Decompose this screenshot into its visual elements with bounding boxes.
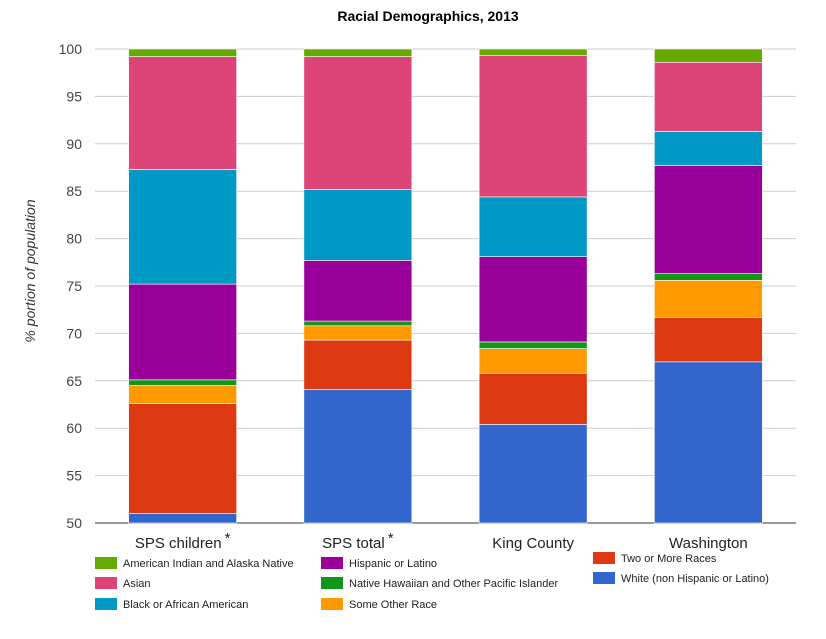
x-category-name: SPS children — [135, 535, 222, 552]
bar-segment-sps-total-black-or-african-american — [303, 189, 413, 261]
bar-segment-king-county-american-indian-and-alaska-native — [478, 48, 588, 56]
legend-label-hispanic-or-latino: Hispanic or Latino — [349, 558, 437, 570]
legend-label-black-or-african-american: Black or African American — [123, 599, 248, 611]
y-tick-label: 75 — [66, 278, 82, 294]
bar-stack-king-county — [478, 48, 588, 524]
bar-segment-sps-total-native-hawaiian-and-other-pacific-islander — [303, 320, 413, 327]
x-category-asterisk: * — [225, 530, 231, 547]
legend-label-some-other-race: Some Other Race — [349, 599, 437, 611]
bar-segment-washington-hispanic-or-latino — [654, 165, 763, 274]
x-category-label: SPS children * — [135, 530, 231, 552]
legend: American Indian and Alaska Native Asian Bl… — [95, 552, 769, 611]
bar-segment-washington-native-hawaiian-and-other-pacific-islander — [654, 273, 763, 281]
bar-segment-king-county-asian — [478, 55, 588, 198]
y-tick-label: 80 — [66, 231, 82, 247]
y-tick-label: 55 — [66, 468, 82, 484]
bar-segment-sps-children-american-indian-and-alaska-native — [128, 48, 237, 57]
bars — [128, 48, 763, 524]
bar-segment-washington-some-other-race — [654, 280, 763, 318]
legend-label-native-hawaiian-and-other-pacific-islander: Native Hawaiian and Other Pacific Island… — [349, 578, 558, 590]
legend-label-two-or-more-races: Two or More Races — [621, 553, 717, 565]
y-tick-label: 60 — [66, 420, 82, 436]
bar-segment-sps-children-hispanic-or-latino — [128, 283, 237, 381]
y-axis-ticks: 50 55 60 65 70 75 80 85 90 95 100 — [59, 41, 83, 531]
bar-segment-sps-children-asian — [128, 56, 237, 170]
chart-title: Racial Demographics, 2013 — [337, 8, 519, 24]
bar-stack-washington — [654, 48, 763, 524]
legend-swatch-some-other-race — [321, 598, 343, 610]
bar-stack-sps-total — [303, 48, 413, 524]
legend-label-asian: Asian — [123, 578, 151, 590]
legend-swatch-white-non-hispanic-or-latino — [593, 572, 615, 584]
x-axis-categories: SPS children * SPS total * King County Washin… — [135, 530, 748, 552]
bar-segment-washington-american-indian-and-alaska-native — [654, 48, 763, 63]
y-tick-label: 95 — [66, 88, 82, 104]
x-category-name: Washington — [669, 535, 748, 552]
x-category-name: King County — [492, 535, 574, 552]
bar-segment-washington-white-non-hispanic-or-latino — [654, 361, 763, 524]
bar-segment-sps-total-asian — [303, 56, 413, 190]
bar-segment-king-county-some-other-race — [478, 348, 588, 374]
legend-swatch-native-hawaiian-and-other-pacific-islander — [321, 577, 343, 589]
bar-segment-sps-total-hispanic-or-latino — [303, 260, 413, 322]
bar-segment-washington-two-or-more-races — [654, 316, 763, 363]
x-category-name: SPS total — [322, 535, 385, 552]
x-category-label: Washington — [669, 535, 748, 552]
y-axis-label: % portion of population — [22, 199, 38, 342]
bar-segment-sps-children-two-or-more-races — [128, 403, 237, 514]
bar-segment-sps-children-some-other-race — [128, 385, 237, 404]
bar-segment-sps-children-black-or-african-american — [128, 169, 237, 285]
bar-segment-king-county-white-non-hispanic-or-latino — [478, 424, 588, 524]
bar-segment-sps-total-white-non-hispanic-or-latino — [303, 389, 413, 524]
bar-segment-king-county-black-or-african-american — [478, 196, 588, 257]
x-category-label: SPS total * — [322, 530, 394, 552]
y-tick-label: 100 — [59, 41, 83, 57]
bar-segment-king-county-native-hawaiian-and-other-pacific-islander — [478, 341, 588, 349]
bar-segment-sps-children-native-hawaiian-and-other-pacific-islander — [128, 379, 237, 386]
y-tick-label: 70 — [66, 325, 82, 341]
x-category-asterisk: * — [388, 530, 394, 547]
y-tick-label: 85 — [66, 183, 82, 199]
bar-segment-washington-asian — [654, 61, 763, 132]
legend-swatch-black-or-african-american — [95, 598, 117, 610]
bar-segment-king-county-two-or-more-races — [478, 372, 588, 425]
y-tick-label: 90 — [66, 136, 82, 152]
bar-segment-sps-total-american-indian-and-alaska-native — [303, 48, 413, 57]
bar-segment-washington-black-or-african-american — [654, 131, 763, 166]
y-tick-label: 50 — [66, 515, 82, 531]
bar-segment-sps-total-some-other-race — [303, 325, 413, 341]
bar-segment-sps-total-two-or-more-races — [303, 339, 413, 390]
legend-label-american-indian-and-alaska-native: American Indian and Alaska Native — [123, 558, 294, 570]
x-category-label: King County — [492, 535, 574, 552]
legend-swatch-american-indian-and-alaska-native — [95, 557, 117, 569]
legend-label-white-non-hispanic-or-latino: White (non Hispanic or Latino) — [621, 573, 769, 585]
legend-swatch-asian — [95, 577, 117, 589]
legend-swatch-two-or-more-races — [593, 552, 615, 564]
bar-stack-sps-children — [128, 48, 237, 524]
legend-swatch-hispanic-or-latino — [321, 557, 343, 569]
y-tick-label: 65 — [66, 373, 82, 389]
bar-segment-sps-children-white-non-hispanic-or-latino — [128, 513, 237, 524]
bar-segment-king-county-hispanic-or-latino — [478, 256, 588, 343]
